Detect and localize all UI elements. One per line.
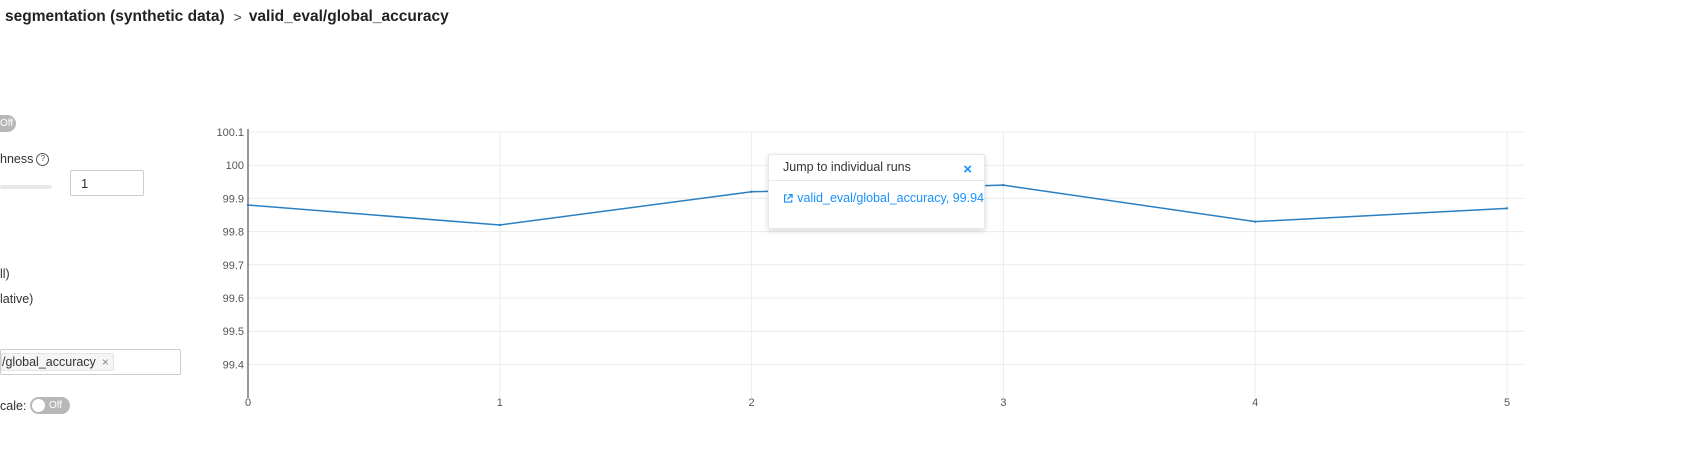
- chart-axes: 99.4 99.5 99.6 99.7 99.8 99.9 100 100.1 0 1 2 3 4 5: [216, 127, 1510, 409]
- close-icon[interactable]: ×: [963, 161, 972, 178]
- x-tick-label: 2: [749, 397, 755, 409]
- x-tick-label: 4: [1252, 397, 1258, 409]
- top-toggle-label: Off: [0, 118, 14, 129]
- toggle-knob: [32, 399, 45, 412]
- popover-title: Jump to individual runs: [783, 160, 911, 174]
- x-axis-option-label[interactable]: lative): [0, 292, 34, 306]
- data-point: [1002, 183, 1005, 187]
- smoothness-input[interactable]: [70, 170, 144, 196]
- metric-tag: /global_accuracy ×: [1, 353, 114, 371]
- breadcrumb-metric: valid_eval/global_accuracy: [248, 8, 449, 25]
- x-tick-label: 0: [245, 397, 251, 409]
- data-point: [750, 190, 753, 193]
- jump-to-runs-popover: Jump to individual runs × valid_eval/glo…: [768, 154, 985, 229]
- data-point: [1254, 220, 1257, 223]
- log-scale-toggle[interactable]: Off: [30, 397, 70, 414]
- metric-tag-label: /global_accuracy: [2, 355, 96, 369]
- run-link-text: valid_eval/global_accuracy, 99.94: [797, 191, 984, 205]
- smoothness-slider[interactable]: [0, 185, 52, 189]
- data-point: [1505, 207, 1509, 210]
- x-tick-label: 5: [1504, 397, 1510, 409]
- log-scale-label: cale:: [0, 399, 27, 413]
- data-point: [246, 203, 250, 207]
- run-link[interactable]: valid_eval/global_accuracy, 99.94: [783, 191, 984, 205]
- y-tick-label: 99.9: [223, 193, 244, 205]
- y-tick-label: 100: [226, 160, 244, 172]
- smoothness-label-row: hness ?: [0, 152, 50, 166]
- breadcrumb-experiment[interactable]: segmentation (synthetic data): [5, 8, 225, 25]
- metric-select[interactable]: /global_accuracy ×: [0, 349, 181, 375]
- settings-sidebar: Off hness ? ll) lative) /global_accuracy…: [0, 0, 220, 473]
- y-tick-label: 99.4: [223, 359, 244, 371]
- y-tick-label: 99.8: [223, 227, 244, 239]
- chevron-right-icon: >: [233, 9, 242, 25]
- close-icon[interactable]: ×: [101, 355, 109, 369]
- y-tick-label: 99.7: [223, 260, 244, 272]
- y-tick-label: 100.1: [216, 127, 244, 139]
- y-tick-label: 99.6: [223, 293, 244, 305]
- x-axis-option-label[interactable]: ll): [0, 267, 10, 281]
- popover-header: Jump to individual runs ×: [769, 155, 984, 181]
- top-toggle[interactable]: Off: [0, 115, 16, 132]
- y-tick-label: 99.5: [223, 326, 244, 338]
- log-scale-toggle-label: Off: [49, 400, 63, 411]
- help-icon[interactable]: ?: [36, 152, 50, 166]
- breadcrumb: segmentation (synthetic data) > valid_ev…: [5, 8, 449, 26]
- data-point: [498, 223, 501, 227]
- x-tick-label: 3: [1000, 397, 1006, 409]
- x-tick-label: 1: [497, 397, 503, 409]
- external-link-icon: [783, 193, 793, 203]
- smoothness-label: hness: [0, 152, 34, 166]
